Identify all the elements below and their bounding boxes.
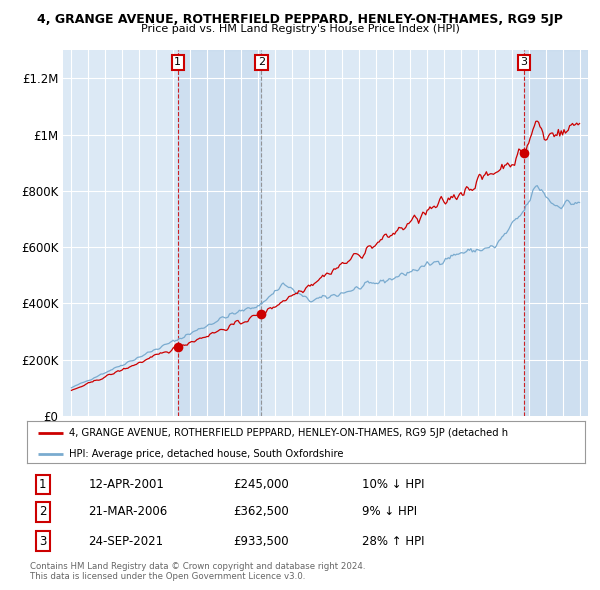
Text: This data is licensed under the Open Government Licence v3.0.: This data is licensed under the Open Gov… (30, 572, 305, 581)
Text: 1: 1 (39, 478, 46, 491)
Text: 21-MAR-2006: 21-MAR-2006 (88, 505, 167, 519)
Text: 1: 1 (175, 57, 181, 67)
Text: 9% ↓ HPI: 9% ↓ HPI (362, 505, 417, 519)
Text: Contains HM Land Registry data © Crown copyright and database right 2024.: Contains HM Land Registry data © Crown c… (30, 562, 365, 571)
Text: 2: 2 (258, 57, 265, 67)
Text: Price paid vs. HM Land Registry's House Price Index (HPI): Price paid vs. HM Land Registry's House … (140, 24, 460, 34)
Text: 24-SEP-2021: 24-SEP-2021 (88, 535, 164, 548)
Text: 4, GRANGE AVENUE, ROTHERFIELD PEPPARD, HENLEY-ON-THAMES, RG9 5JP (detached h: 4, GRANGE AVENUE, ROTHERFIELD PEPPARD, H… (69, 428, 508, 438)
Text: 4, GRANGE AVENUE, ROTHERFIELD PEPPARD, HENLEY-ON-THAMES, RG9 5JP: 4, GRANGE AVENUE, ROTHERFIELD PEPPARD, H… (37, 13, 563, 26)
Text: 10% ↓ HPI: 10% ↓ HPI (362, 478, 424, 491)
Text: £933,500: £933,500 (233, 535, 289, 548)
Text: 28% ↑ HPI: 28% ↑ HPI (362, 535, 424, 548)
Bar (524, 50, 588, 416)
Text: 2: 2 (39, 505, 46, 519)
Text: 3: 3 (39, 535, 46, 548)
Bar (178, 50, 262, 416)
Text: 12-APR-2001: 12-APR-2001 (88, 478, 164, 491)
Text: £245,000: £245,000 (233, 478, 289, 491)
Text: HPI: Average price, detached house, South Oxfordshire: HPI: Average price, detached house, Sout… (69, 449, 343, 459)
Text: £362,500: £362,500 (233, 505, 289, 519)
Text: 3: 3 (521, 57, 527, 67)
